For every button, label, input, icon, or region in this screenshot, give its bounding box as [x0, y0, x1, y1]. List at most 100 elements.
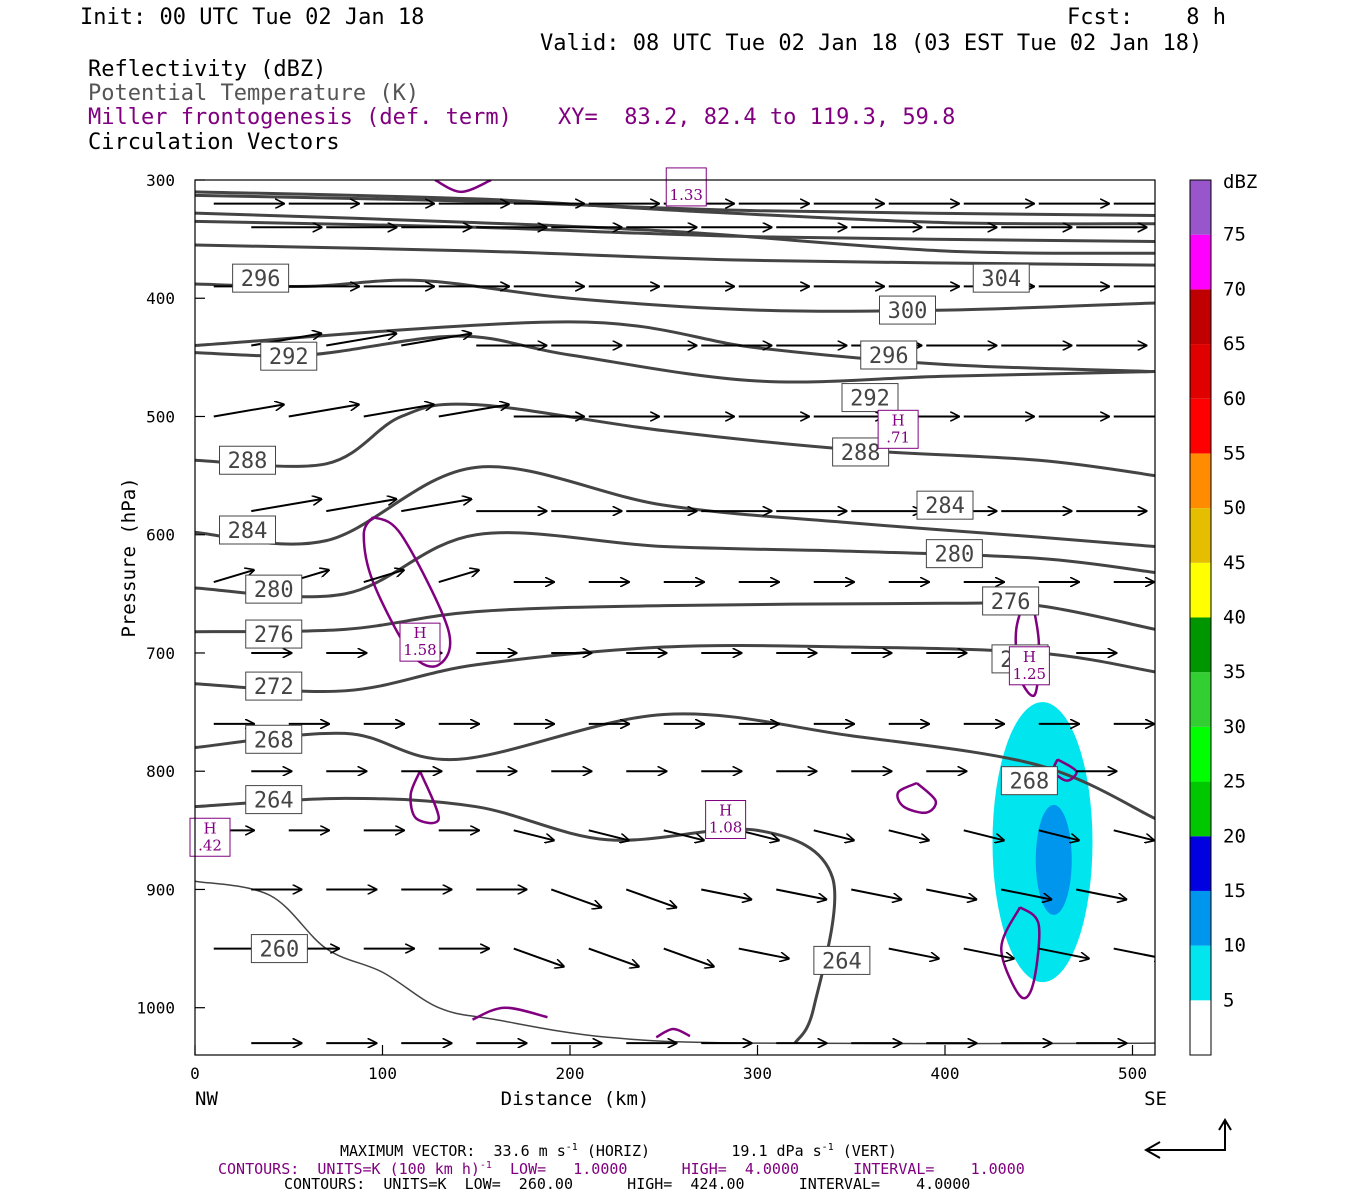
- theta-label-box: [245, 785, 303, 815]
- circulation-vector: [888, 829, 929, 840]
- theta-label: 292: [269, 345, 309, 370]
- contours-theta-text: CONTOURS: UNITS=K LOW= 260.00 HIGH= 424.…: [284, 1175, 971, 1193]
- theta-label-box: [245, 671, 303, 701]
- circulation-vector: [963, 829, 1004, 840]
- theta-label-box: [245, 619, 303, 649]
- y-tick-label: 900: [146, 880, 175, 899]
- theta-label: 292: [850, 387, 890, 412]
- fronto-max-letter: H: [892, 411, 905, 429]
- legend-level-65: 65: [1223, 333, 1246, 355]
- fronto-max-box: [399, 622, 441, 662]
- legend-band-45: [1190, 508, 1211, 563]
- circulation-vector: [213, 404, 284, 418]
- legend-level-20: 20: [1223, 825, 1246, 847]
- fronto-max-value: 1.25: [1013, 665, 1046, 683]
- circulation-vector: [401, 499, 471, 513]
- legend-level-55: 55: [1223, 442, 1246, 464]
- y-tick-label: 1000: [136, 999, 175, 1018]
- theta-label: 304: [981, 267, 1021, 292]
- circulation-vector: [663, 829, 704, 840]
- legend-band-65: [1190, 289, 1211, 345]
- legend-band-15: [1190, 836, 1211, 891]
- reference-vector-head-up: [1218, 1118, 1232, 1131]
- circulation-vector: [438, 404, 509, 418]
- theta-contour-284: [195, 465, 1155, 549]
- y-tick-label: 300: [146, 171, 175, 190]
- theta-label: 288: [228, 449, 268, 474]
- field-frontogenesis: Miller frontogenesis (def. term): [88, 105, 512, 130]
- legend-frame: [1189, 179, 1212, 1056]
- theta-label-box: [860, 340, 918, 370]
- legend-level-60: 60: [1223, 388, 1246, 410]
- left-end-label: NW: [195, 1088, 218, 1110]
- theta-contour-288: [195, 402, 1155, 478]
- legend-band-25: [1190, 726, 1211, 782]
- circulation-vector: [513, 947, 564, 967]
- init-time: Init: 00 UTC Tue 02 Jan 18: [80, 5, 425, 30]
- fronto-contour-5: [999, 906, 1041, 1000]
- fronto-max-letter: H: [413, 624, 426, 642]
- circulation-vector: [1113, 829, 1154, 840]
- theta-label: 280: [935, 543, 975, 568]
- legend-level-5: 5: [1223, 989, 1234, 1011]
- theta-label: 260: [260, 938, 300, 963]
- circulation-vector: [963, 947, 1014, 959]
- xy-coords: XY= 83.2, 82.4 to 119.3, 59.8: [558, 105, 956, 130]
- theta-label-box: [916, 490, 974, 520]
- theta-label: 264: [254, 789, 294, 814]
- legend-band-20: [1190, 781, 1211, 837]
- theta-label: 300: [888, 299, 928, 324]
- theta-label-box: [250, 934, 308, 964]
- theta-label-box: [232, 263, 290, 293]
- legend-level-35: 35: [1223, 661, 1246, 683]
- theta-label: 288: [841, 441, 881, 466]
- circulation-vector: [738, 947, 789, 959]
- circulation-vector: [888, 947, 939, 959]
- circulation-vector: [663, 947, 714, 967]
- fronto-max-value: 1.08: [709, 819, 742, 837]
- legend-band-75: [1190, 180, 1211, 235]
- x-tick-label: 400: [931, 1064, 960, 1083]
- right-end-label: SE: [1144, 1088, 1167, 1110]
- circulation-vector: [550, 888, 601, 907]
- fronto-contour-1: [409, 770, 440, 825]
- theta-label: 268: [254, 728, 294, 753]
- forecast-hour: Fcst: 8 h: [1067, 5, 1226, 30]
- fronto-max-box: [665, 167, 707, 207]
- fronto-contour-sfc: [472, 1006, 548, 1021]
- fronto-max-box: [189, 817, 231, 857]
- theta-label-box: [813, 945, 871, 975]
- legend-level-70: 70: [1223, 278, 1246, 300]
- theta-label: 276: [254, 623, 294, 648]
- theta-label: 264: [822, 949, 862, 974]
- fronto-max-value: .42: [198, 836, 222, 854]
- field-vectors: Circulation Vectors: [88, 130, 340, 155]
- legend-level-30: 30: [1223, 716, 1246, 738]
- theta-label: 272: [254, 675, 294, 700]
- fronto-max-value: .71: [886, 428, 910, 446]
- circulation-vector: [926, 888, 976, 899]
- reference-vector-head-left: [1143, 1141, 1161, 1159]
- max-vector-text: MAXIMUM VECTOR: 33.6 m s-1 (HORIZ) 19.1 …: [340, 1142, 897, 1160]
- field-theta: Potential Temperature (K): [88, 81, 420, 106]
- theta-label: 284: [228, 519, 268, 544]
- theta-contour-280: [195, 531, 1155, 599]
- legend-level-75: 75: [1223, 224, 1246, 246]
- theta-label-box: [972, 263, 1030, 293]
- y-tick-label: 700: [146, 644, 175, 663]
- circulation-vector: [701, 888, 751, 899]
- theta-label-box: [245, 574, 303, 604]
- field-reflectivity: Reflectivity (dBZ): [88, 57, 327, 82]
- circulation-vector: [401, 334, 471, 347]
- fronto-max-letter: H: [719, 802, 732, 820]
- circulation-vector: [1038, 947, 1089, 959]
- legend-level-40: 40: [1223, 607, 1246, 629]
- reference-vector: [1148, 1120, 1226, 1151]
- fronto-max-letter: H: [203, 819, 216, 837]
- circulation-vector: [1076, 888, 1126, 899]
- legend-level-10: 10: [1223, 935, 1246, 957]
- legend-band-70: [1190, 234, 1211, 290]
- legend-level-25: 25: [1223, 771, 1246, 793]
- theta-label-box: [1000, 766, 1058, 796]
